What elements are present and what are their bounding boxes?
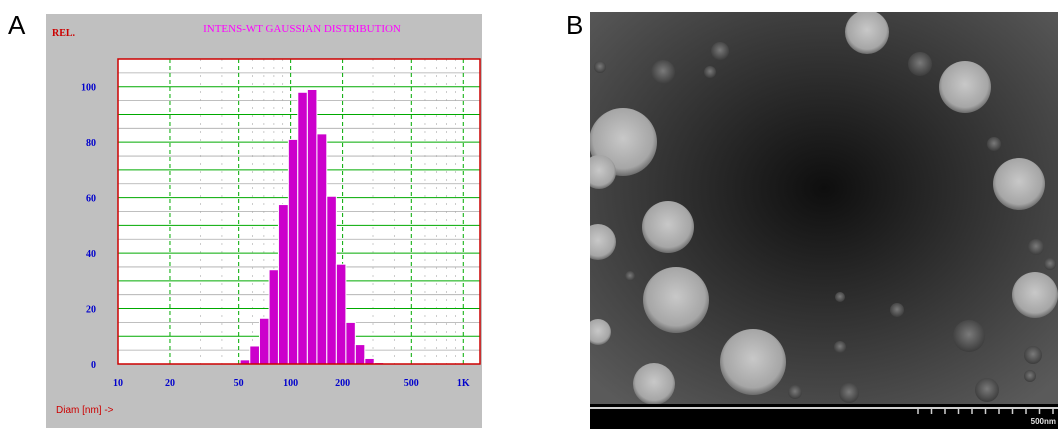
- particle: [643, 267, 709, 333]
- particle: [633, 363, 675, 405]
- x-tick-label: 200: [335, 378, 350, 389]
- particle: [953, 320, 985, 352]
- histogram-bar: [354, 344, 366, 365]
- y-tick-label: 60: [86, 194, 96, 205]
- x-axis-label: Diam [nm] ->: [56, 405, 114, 416]
- particle: [975, 378, 999, 402]
- particle: [839, 383, 859, 403]
- histogram-bar: [249, 345, 260, 365]
- particle: [704, 66, 716, 78]
- chart-canvas: 0 20 40 60 80 100 10 20 50 100 200 500 1K INTENS-WT…: [52, 23, 481, 416]
- x-tick-label: 50: [234, 378, 244, 389]
- histogram-bar: [287, 138, 299, 365]
- histogram-bar: [316, 133, 328, 365]
- histogram-bar: [364, 357, 375, 365]
- particle: [1028, 239, 1044, 255]
- x-tick-label: 100: [283, 378, 298, 389]
- particle: [625, 271, 635, 281]
- plot-frame: [117, 58, 481, 365]
- panel-label-a: A: [8, 10, 26, 40]
- x-tick-label: 1K: [457, 378, 470, 389]
- y-tick-labels: 0 20 40 60 80 100: [81, 83, 96, 371]
- y-tick-label: 80: [86, 138, 96, 149]
- panel-label-b: B: [566, 10, 584, 40]
- tem-micrograph: 500nm: [580, 10, 1058, 429]
- particle: [908, 52, 932, 76]
- particle: [711, 42, 729, 60]
- particle: [642, 201, 694, 253]
- particle: [845, 10, 889, 54]
- x-tick-labels: 10 20 50 100 200 500 1K: [113, 378, 470, 389]
- particles: [580, 10, 1058, 405]
- scale-bar-ticks: [917, 408, 1054, 414]
- particle: [1024, 370, 1036, 382]
- particle: [1044, 258, 1056, 270]
- chart-title: INTENS-WT GAUSSIAN DISTRIBUTION: [203, 23, 401, 35]
- y-tick-label: 0: [91, 360, 96, 371]
- y-axis-label: REL.: [52, 28, 76, 39]
- particle: [651, 60, 675, 84]
- particle: [720, 329, 786, 395]
- y-tick-label: 20: [86, 305, 96, 316]
- particle: [939, 61, 991, 113]
- particle: [582, 155, 616, 189]
- particle: [1024, 346, 1042, 364]
- particle: [835, 292, 845, 302]
- histogram-bar: [335, 263, 347, 365]
- particle: [987, 137, 1001, 151]
- histogram-bar: [268, 269, 279, 365]
- y-tick-label: 100: [81, 83, 96, 94]
- histogram-bar: [326, 195, 337, 365]
- histogram-bar: [345, 321, 356, 365]
- y-tick-label: 40: [86, 249, 96, 260]
- particle: [585, 319, 611, 345]
- histogram-bar: [258, 317, 270, 365]
- particle: [890, 303, 904, 317]
- histogram-bar: [297, 91, 308, 365]
- particle: [1012, 272, 1058, 318]
- micrograph-image: 500nm: [580, 10, 1058, 429]
- histogram-bar: [306, 89, 318, 365]
- size-distribution-chart: 0 20 40 60 80 100 10 20 50 100 200 500 1K INTENS-WT…: [46, 14, 482, 428]
- x-tick-label: 500: [404, 378, 419, 389]
- x-tick-label: 10: [113, 378, 123, 389]
- histogram-bar: [277, 204, 289, 365]
- particle: [834, 341, 846, 353]
- scale-bar-label: 500nm: [1031, 417, 1056, 426]
- particle: [788, 385, 802, 399]
- x-tick-label: 20: [165, 378, 175, 389]
- particle: [594, 61, 606, 73]
- particle: [993, 158, 1045, 210]
